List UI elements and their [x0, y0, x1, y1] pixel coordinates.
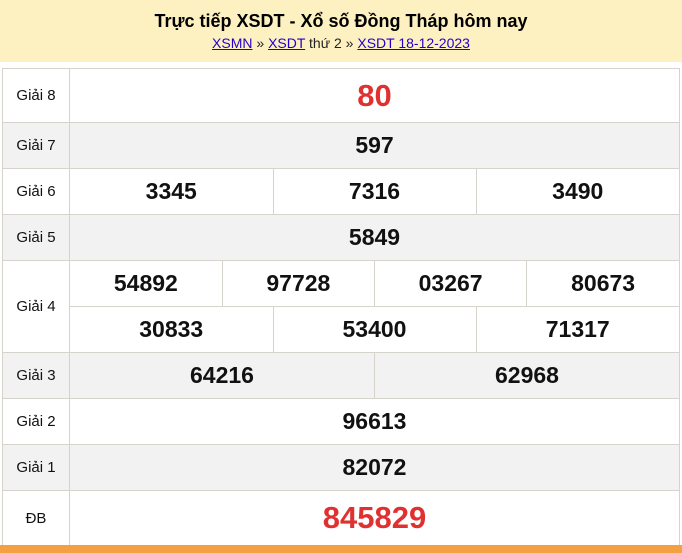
- prize-number: 82072: [69, 444, 680, 491]
- jackpot-number: 845829: [69, 490, 680, 546]
- link-xsdt-date[interactable]: XSDT 18-12-2023: [357, 35, 470, 51]
- prize-number: 54892: [113, 270, 178, 296]
- prize-number: 71317: [475, 306, 679, 352]
- page-header: Trực tiếp XSDT - Xổ số Đồng Tháp hôm nay…: [0, 0, 682, 62]
- prize-label: Giải 6: [2, 168, 70, 215]
- separator: »: [256, 35, 265, 51]
- row-dac-biet: ĐB 845829: [2, 490, 680, 546]
- prize-number: 30833: [139, 316, 204, 342]
- results-table: Giải 8 80 Giải 7 597 Giải 6 3345 7316 34…: [2, 68, 680, 546]
- row-giai-5: Giải 5 5849: [2, 214, 680, 261]
- prize-number: 62968: [374, 353, 679, 398]
- prize-label: Giải 5: [2, 214, 70, 261]
- row-giai-1: Giải 1 82072: [2, 444, 680, 491]
- row-giai-3: Giải 3 64216 62968: [2, 352, 680, 399]
- row-giai-4: Giải 4 54892 97728 03267 80673 30833 534…: [2, 260, 680, 353]
- prize-number: 64216: [70, 353, 375, 398]
- row-giai-7: Giải 7 597: [2, 122, 680, 169]
- prize-number: 80673: [526, 261, 679, 306]
- link-xsdt[interactable]: XSDT: [268, 35, 306, 51]
- row-giai-2: Giải 2 96613: [2, 398, 680, 445]
- prize-number: 3490: [475, 169, 679, 214]
- link-xsmn[interactable]: XSMN: [212, 35, 253, 51]
- bottom-bar: [0, 545, 682, 553]
- prize-number: 96613: [69, 398, 680, 445]
- prize-label: Giải 3: [2, 352, 70, 399]
- prize-label: Giải 4: [2, 260, 70, 353]
- prize-number: 3345: [145, 178, 197, 204]
- prize-number: 80: [69, 68, 680, 123]
- breadcrumb: XSMN » XSDT thứ 2 » XSDT 18-12-2023: [0, 34, 682, 52]
- prize-number: 7316: [272, 169, 476, 214]
- prize-number: 597: [69, 122, 680, 169]
- weekday-text: thứ 2: [309, 35, 342, 51]
- prize-label: Giải 2: [2, 398, 70, 445]
- prize-label: ĐB: [2, 490, 70, 546]
- prize-number: 53400: [272, 306, 476, 352]
- prize-label: Giải 7: [2, 122, 70, 169]
- prize-label: Giải 1: [2, 444, 70, 491]
- separator: »: [345, 35, 354, 51]
- prize-label: Giải 8: [2, 68, 70, 123]
- row-giai-6: Giải 6 3345 7316 3490: [2, 168, 680, 215]
- prize-number: 03267: [373, 261, 527, 306]
- page-title: Trực tiếp XSDT - Xổ số Đồng Tháp hôm nay: [154, 11, 528, 31]
- row-giai-8: Giải 8 80: [2, 68, 680, 123]
- prize-number: 5849: [69, 214, 680, 261]
- prize-number: 97728: [221, 261, 375, 306]
